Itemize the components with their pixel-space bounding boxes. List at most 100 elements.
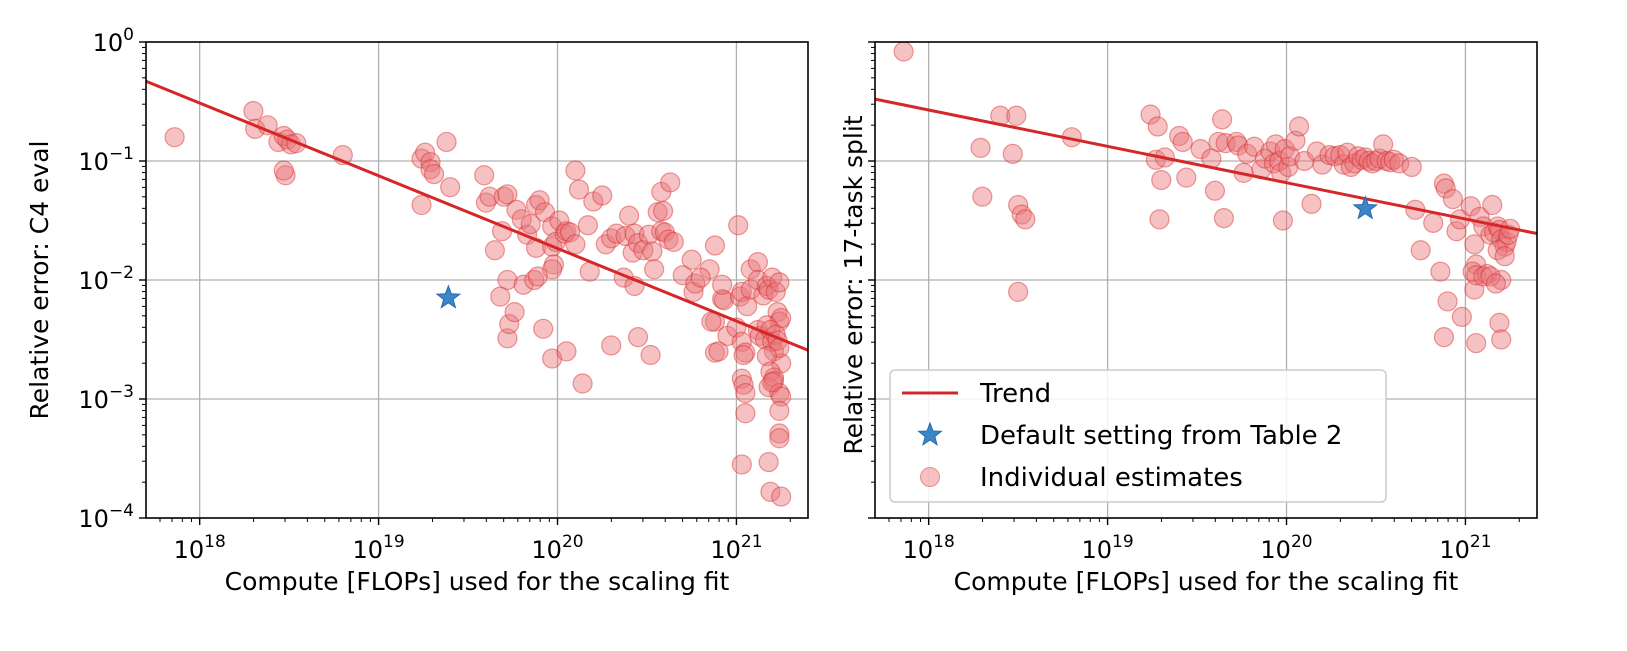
scatter-point: [542, 348, 563, 369]
scatter-point: [1446, 221, 1467, 242]
scatter-point: [549, 210, 570, 231]
scatter-point: [756, 275, 777, 297]
scatter-point: [524, 269, 545, 291]
scatter-point: [1278, 156, 1299, 178]
x-tick-label: 1021: [1439, 532, 1491, 564]
scatter-point: [627, 327, 649, 348]
scatter-point: [1274, 139, 1295, 160]
scatter-point: [1312, 154, 1333, 175]
scatter-point: [529, 190, 550, 211]
scatter-point: [1358, 150, 1379, 172]
scatter-point: [572, 373, 593, 394]
scatter-point: [1306, 141, 1328, 162]
scatter-point: [1151, 169, 1172, 191]
scatter-point: [499, 313, 520, 335]
scatter-point: [1172, 131, 1193, 153]
scatter-point: [484, 240, 505, 261]
scatter-point: [1149, 209, 1170, 230]
scatter-point: [577, 215, 599, 236]
scatter-point: [624, 223, 645, 244]
scatter-point: [729, 286, 751, 307]
scatter-point: [1265, 134, 1286, 155]
scatter-point: [654, 222, 675, 243]
y-tick-exponent: −3: [109, 382, 134, 402]
scatter-point: [1362, 153, 1383, 174]
scatter-point: [1430, 261, 1451, 282]
scatter-point: [618, 205, 640, 226]
right-y-axis-title: Relative error: 17-task split: [839, 115, 868, 454]
scatter-point: [771, 486, 792, 507]
scatter-point: [1483, 222, 1505, 243]
scatter-point: [763, 367, 785, 388]
legend: Trend Default setting from Table 2 Indiv…: [889, 369, 1387, 503]
scatter-point: [1319, 144, 1340, 166]
scatter-point: [747, 252, 769, 273]
scatter-point: [243, 100, 264, 122]
scatter-point: [474, 165, 495, 186]
scatter-point: [640, 344, 661, 366]
scatter-point: [1462, 261, 1483, 282]
right-chart-panel: 1018 1019 1020 1021 Compute [FLOPs] used fo…: [839, 41, 1538, 596]
scatter-point: [663, 231, 684, 253]
scatter-point: [1482, 194, 1503, 216]
scatter-point: [504, 302, 525, 323]
scatter-point: [893, 42, 914, 62]
left-axes-frame: [145, 41, 809, 519]
scatter-point: [1466, 265, 1487, 286]
scatter-point: [1433, 327, 1455, 348]
scatter-point: [420, 159, 441, 180]
left-scatter-points: [164, 100, 792, 507]
scatter-point: [1466, 332, 1487, 354]
scatter-point: [1487, 240, 1508, 261]
scatter-point: [527, 266, 548, 287]
scatter-point: [583, 191, 604, 212]
scatter-point: [647, 202, 668, 223]
scatter-point: [1330, 144, 1351, 166]
scatter-point: [511, 209, 532, 230]
scatter-point: [767, 302, 788, 323]
scatter-point: [651, 221, 672, 242]
scatter-point: [497, 269, 518, 291]
scatter-point: [737, 296, 758, 317]
scatter-point: [533, 318, 554, 339]
scatter-point: [440, 177, 461, 198]
y-tick-label: 100: [93, 25, 134, 57]
scatter-point: [683, 281, 704, 302]
scatter-point: [1435, 178, 1456, 199]
left-grid: [146, 42, 808, 518]
scatter-point: [771, 307, 792, 329]
scatter-point: [1272, 210, 1294, 231]
scatter-point: [652, 200, 674, 222]
legend-circle-swatch: [920, 467, 940, 487]
scatter-point: [1002, 143, 1023, 164]
scatter-point: [690, 267, 711, 288]
scatter-point: [1494, 246, 1515, 267]
y-tick-exponent: 0: [123, 25, 134, 45]
scatter-point: [1464, 234, 1485, 255]
scatter-point: [731, 331, 752, 352]
scatter-point: [1208, 131, 1229, 153]
scatter-point: [601, 335, 622, 356]
scatter-point: [556, 341, 577, 362]
right-axes-frame: [874, 41, 1538, 519]
scatter-point: [1460, 196, 1481, 217]
x-tick-exponent: 19: [383, 532, 405, 552]
y-tick-base: 10: [78, 148, 109, 176]
scatter-point: [760, 481, 781, 502]
x-tick-exponent: 21: [741, 532, 763, 552]
scatter-point: [615, 225, 636, 247]
scatter-point: [758, 279, 779, 300]
scatter-point: [1401, 156, 1422, 178]
scatter-point: [423, 163, 445, 185]
scatter-point: [497, 328, 518, 349]
y-tick-label: 10−1: [78, 144, 134, 176]
scatter-point: [763, 341, 785, 362]
scatter-point: [490, 286, 511, 307]
scatter-point: [1008, 194, 1029, 216]
scatter-point: [506, 199, 527, 220]
x-tick-label: 1019: [353, 532, 405, 564]
scatter-point: [601, 228, 622, 249]
scatter-point: [1433, 173, 1455, 194]
scatter-point: [273, 160, 294, 181]
scatter-point: [1211, 109, 1233, 130]
